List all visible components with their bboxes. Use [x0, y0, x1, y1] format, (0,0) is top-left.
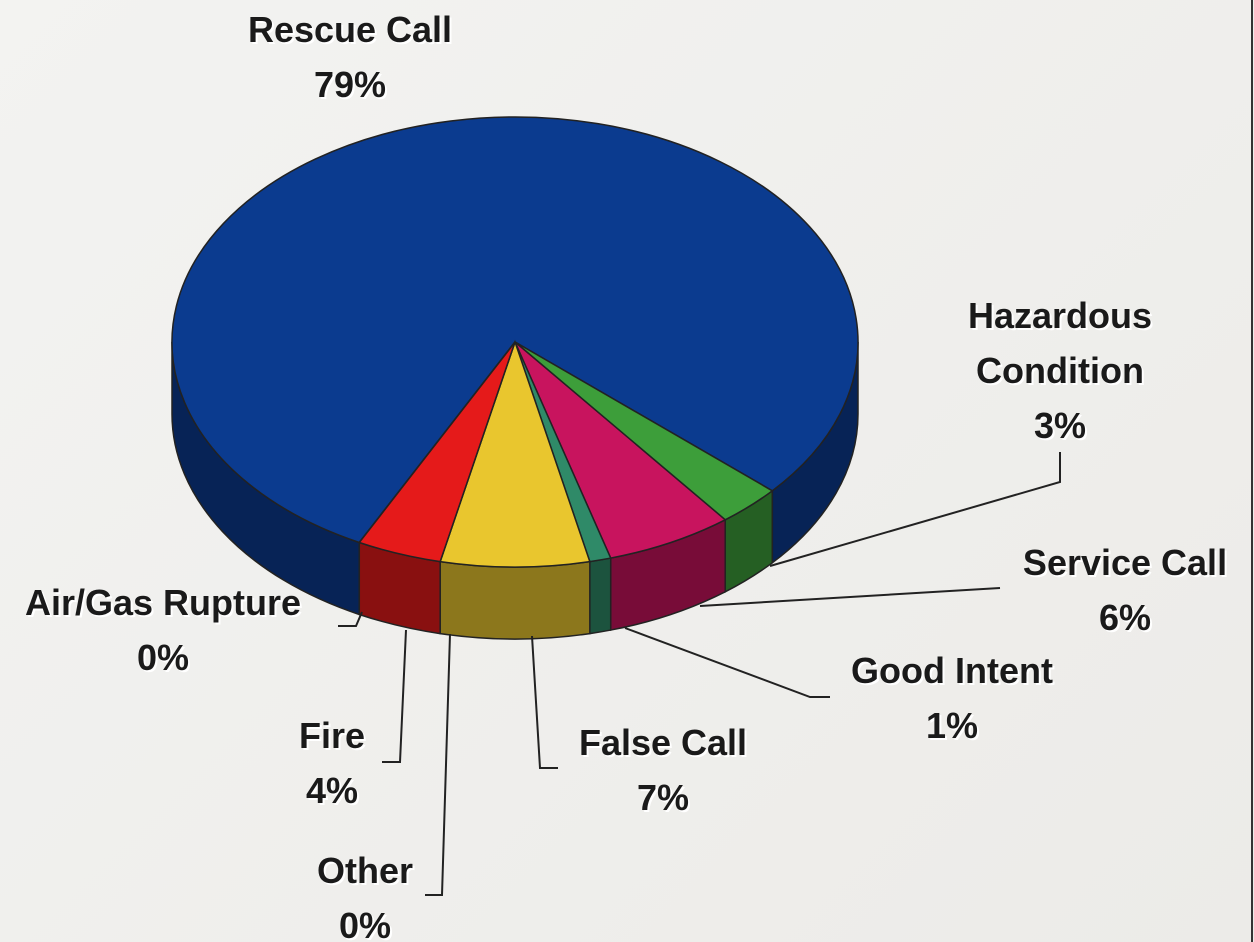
slice-value-label: 6%: [1098, 597, 1152, 638]
slice-label: Good Intent: [851, 650, 1053, 691]
leader-line: [769, 452, 1061, 567]
slice-value-label: 7%: [636, 777, 690, 818]
slice-label: Service Call: [1022, 542, 1228, 583]
pie-wall: [589, 557, 612, 635]
slice-value-label: 79%: [313, 64, 387, 105]
slice-label: Fire: [298, 715, 366, 756]
leader-line: [624, 627, 830, 698]
leader-line: [338, 611, 363, 627]
pie-wall: [439, 560, 591, 640]
slice-value-label: 1%: [925, 705, 979, 746]
slice-label: False Call: [578, 722, 748, 763]
slice-value-label: 4%: [305, 770, 359, 811]
leader-line: [425, 633, 451, 896]
slice-label: Air/Gas Rupture: [24, 582, 302, 623]
slice-label: Rescue Call: [247, 9, 453, 50]
slice-value-label: 0%: [136, 637, 190, 678]
pie-slice: [358, 341, 516, 543]
slice-value-label: 3%: [1033, 405, 1087, 446]
leader-line: [531, 635, 558, 769]
leader-lines: [338, 452, 1061, 896]
pie-slice: [171, 116, 859, 544]
slice-value-label: 0%: [338, 905, 392, 942]
leader-line: [382, 629, 407, 763]
pie-tops: [171, 116, 859, 568]
pie-slice: [514, 341, 727, 559]
slice-label: Hazardous Condition: [967, 295, 1153, 391]
slice-label: Other: [316, 850, 414, 891]
leader-line: [699, 587, 1001, 607]
pie-slice: [439, 339, 591, 568]
